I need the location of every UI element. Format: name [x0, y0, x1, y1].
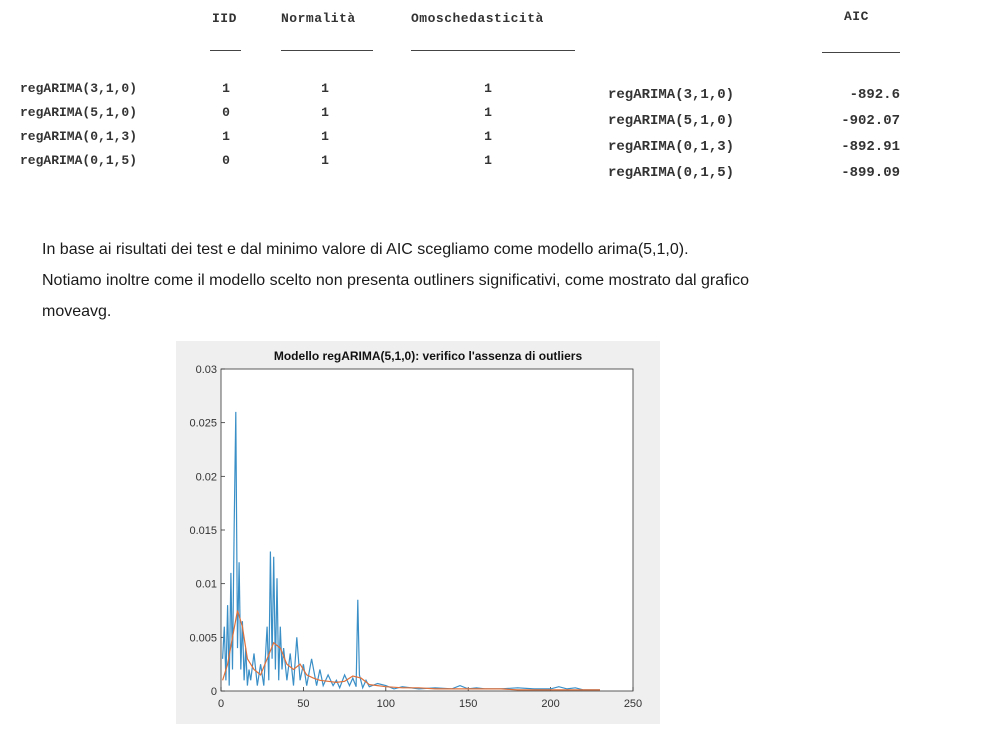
series-line-2: [222, 610, 600, 691]
table-row-iid: 1: [222, 129, 230, 144]
table-row-model: regARIMA(3,1,0): [20, 81, 138, 96]
aic-row-value: -892.91: [841, 139, 900, 155]
table-row-omo: 1: [484, 129, 492, 144]
table-row-model: regARIMA(0,1,3): [20, 129, 138, 144]
x-tick-label: 100: [377, 698, 395, 710]
table-row-omo: 1: [484, 105, 492, 120]
series-group: [222, 411, 600, 691]
y-tick-label: 0.01: [196, 579, 217, 591]
y-tick-label: 0.02: [196, 471, 217, 483]
table-row-norm: 1: [321, 81, 329, 96]
y-axis: 0 0.005 0.01 0.015 0.02 0.025 0.03: [189, 364, 225, 698]
x-axis: 0 50 100 150 200 250: [218, 687, 642, 710]
aic-row-model: regARIMA(0,1,3): [608, 139, 735, 155]
header-normalita: Normalità: [281, 11, 356, 26]
y-tick-label: 0: [211, 686, 217, 698]
paragraph-line-1: In base ai risultati dei test e dal mini…: [42, 241, 689, 258]
y-tick-label: 0.005: [189, 632, 217, 644]
aic-row-value: -892.6: [849, 87, 900, 103]
chart-title: Modello regARIMA(5,1,0): verifico l'asse…: [274, 349, 583, 363]
aic-row-value: -902.07: [841, 113, 900, 129]
plot-area: [220, 368, 634, 692]
table-row-norm: 1: [321, 153, 329, 168]
x-tick-label: 0: [218, 698, 224, 710]
table-row-norm: 1: [321, 105, 329, 120]
underline-omoschedasticita: [411, 50, 575, 51]
aic-row-model: regARIMA(3,1,0): [608, 87, 735, 103]
aic-row-model: regARIMA(0,1,5): [608, 165, 735, 181]
underline-aic: [822, 52, 900, 53]
y-tick-label: 0.025: [189, 418, 217, 430]
table-row-iid: 1: [222, 81, 230, 96]
table-row-iid: 0: [222, 105, 230, 120]
header-aic: AIC: [844, 9, 869, 24]
table-row-iid: 0: [222, 153, 230, 168]
table-row-norm: 1: [321, 129, 329, 144]
table-row-model: regARIMA(5,1,0): [20, 105, 138, 120]
table-row-omo: 1: [484, 81, 492, 96]
outlier-chart: Modello regARIMA(5,1,0): verifico l'asse…: [176, 341, 660, 724]
paragraph-line-3: moveavg.: [42, 303, 112, 320]
x-tick-label: 50: [297, 698, 309, 710]
table-row-omo: 1: [484, 153, 492, 168]
header-iid: IID: [212, 11, 237, 26]
x-tick-label: 250: [624, 698, 642, 710]
series-line-1: [222, 411, 600, 691]
underline-iid: [210, 50, 241, 51]
x-tick-label: 200: [541, 698, 559, 710]
aic-row-model: regARIMA(5,1,0): [608, 113, 735, 129]
x-tick-label: 150: [459, 698, 477, 710]
chart-svg: Modello regARIMA(5,1,0): verifico l'asse…: [189, 349, 642, 710]
y-tick-label: 0.03: [196, 364, 217, 376]
aic-row-value: -899.09: [841, 165, 900, 181]
underline-normalita: [281, 50, 373, 51]
y-tick-label: 0.015: [189, 525, 217, 537]
header-omoschedasticita: Omoschedasticità: [411, 11, 544, 26]
paragraph-line-2: Notiamo inoltre come il modello scelto n…: [42, 272, 749, 289]
table-row-model: regARIMA(0,1,5): [20, 153, 138, 168]
